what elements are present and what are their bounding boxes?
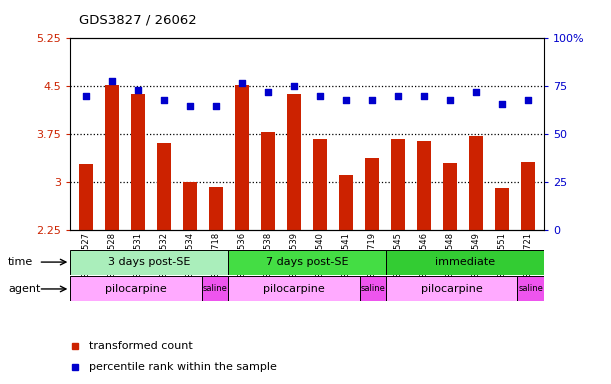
Bar bbox=[391, 139, 405, 230]
Point bbox=[185, 103, 195, 109]
Text: saline: saline bbox=[202, 285, 227, 293]
Point bbox=[263, 89, 273, 95]
Point bbox=[393, 93, 403, 99]
Point bbox=[367, 97, 377, 103]
Text: GDS3827 / 26062: GDS3827 / 26062 bbox=[79, 13, 197, 26]
Bar bbox=[386, 276, 518, 301]
Text: immediate: immediate bbox=[435, 257, 495, 267]
Bar bbox=[313, 139, 327, 230]
Bar bbox=[79, 164, 93, 230]
Point bbox=[81, 93, 91, 99]
Bar bbox=[469, 136, 483, 230]
Text: percentile rank within the sample: percentile rank within the sample bbox=[89, 362, 277, 372]
Bar bbox=[417, 141, 431, 230]
Point bbox=[211, 103, 221, 109]
Bar bbox=[365, 158, 379, 230]
Point bbox=[471, 89, 481, 95]
Point bbox=[133, 87, 143, 93]
Point bbox=[237, 79, 247, 86]
Text: saline: saline bbox=[360, 285, 385, 293]
Point bbox=[315, 93, 325, 99]
Bar bbox=[261, 132, 275, 230]
Point bbox=[159, 97, 169, 103]
Bar bbox=[235, 85, 249, 230]
Bar bbox=[228, 276, 360, 301]
Bar bbox=[287, 94, 301, 230]
Bar bbox=[518, 276, 544, 301]
Point bbox=[523, 97, 533, 103]
Point bbox=[107, 78, 117, 84]
Text: time: time bbox=[8, 257, 33, 267]
Bar bbox=[360, 276, 386, 301]
Point bbox=[419, 93, 429, 99]
Bar bbox=[495, 187, 510, 230]
Bar bbox=[443, 163, 457, 230]
Text: transformed count: transformed count bbox=[89, 341, 193, 351]
Bar bbox=[339, 175, 353, 230]
Text: saline: saline bbox=[518, 285, 543, 293]
Point bbox=[289, 83, 299, 89]
Point bbox=[445, 97, 455, 103]
Bar bbox=[70, 250, 228, 275]
Bar bbox=[104, 85, 119, 230]
Bar bbox=[228, 250, 386, 275]
Text: 3 days post-SE: 3 days post-SE bbox=[108, 257, 191, 267]
Bar bbox=[183, 182, 197, 230]
Text: pilocarpine: pilocarpine bbox=[105, 284, 167, 294]
Point bbox=[497, 101, 507, 107]
Text: 7 days post-SE: 7 days post-SE bbox=[266, 257, 348, 267]
Bar bbox=[386, 250, 544, 275]
Bar bbox=[209, 187, 223, 230]
Text: pilocarpine: pilocarpine bbox=[421, 284, 483, 294]
Bar bbox=[131, 94, 145, 230]
Text: pilocarpine: pilocarpine bbox=[263, 284, 325, 294]
Bar bbox=[70, 276, 202, 301]
Text: agent: agent bbox=[8, 284, 40, 294]
Bar bbox=[157, 143, 171, 230]
Bar bbox=[521, 162, 535, 230]
Point bbox=[341, 97, 351, 103]
Bar bbox=[202, 276, 228, 301]
